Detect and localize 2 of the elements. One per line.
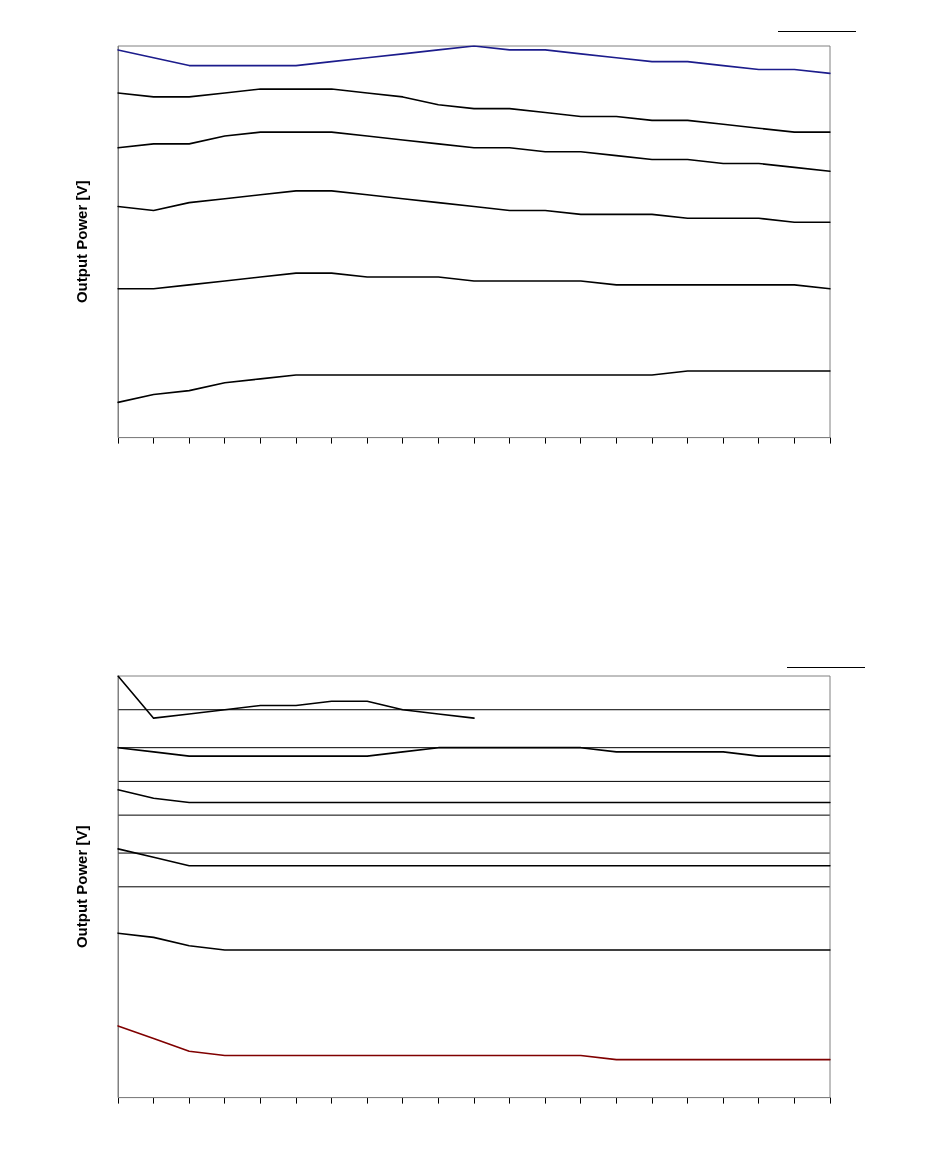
- y-axis-title: Output Power [V]: [73, 825, 91, 949]
- y-axis-title: Output Power [V]: [73, 180, 91, 304]
